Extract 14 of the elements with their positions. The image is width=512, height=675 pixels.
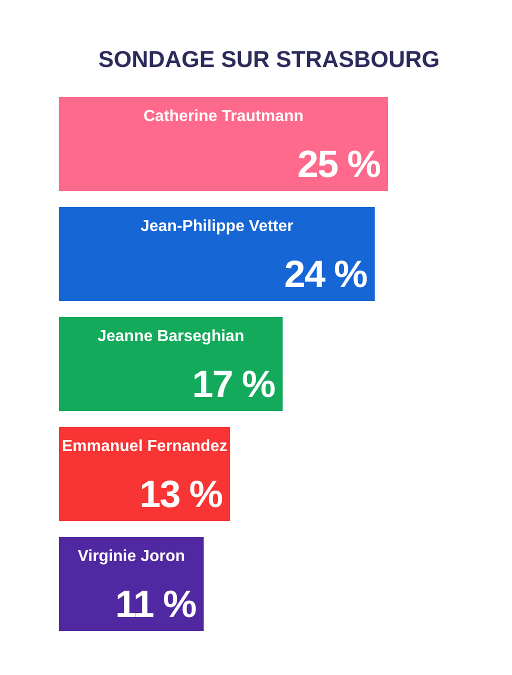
bar <box>59 316 283 412</box>
y-tick-label: Emmanuel Fernandez <box>62 438 228 455</box>
y-tick-label: Virginie Joron <box>78 548 186 565</box>
bar <box>59 206 375 302</box>
y-tick-label: Jeanne Barseghian <box>97 328 244 345</box>
y-tick-label: Catherine Trautmann <box>143 108 304 125</box>
data-label: 11 % <box>115 584 196 626</box>
data-label: 24 % <box>284 254 368 296</box>
bar <box>59 97 388 192</box>
chart-title: SONDAGE SUR STRASBOURG <box>98 46 440 72</box>
data-label: 25 % <box>297 144 380 186</box>
y-tick-label: Jean-Philippe Vetter <box>140 218 294 235</box>
data-label: 13 % <box>139 474 222 516</box>
data-label: 17 % <box>192 364 275 406</box>
